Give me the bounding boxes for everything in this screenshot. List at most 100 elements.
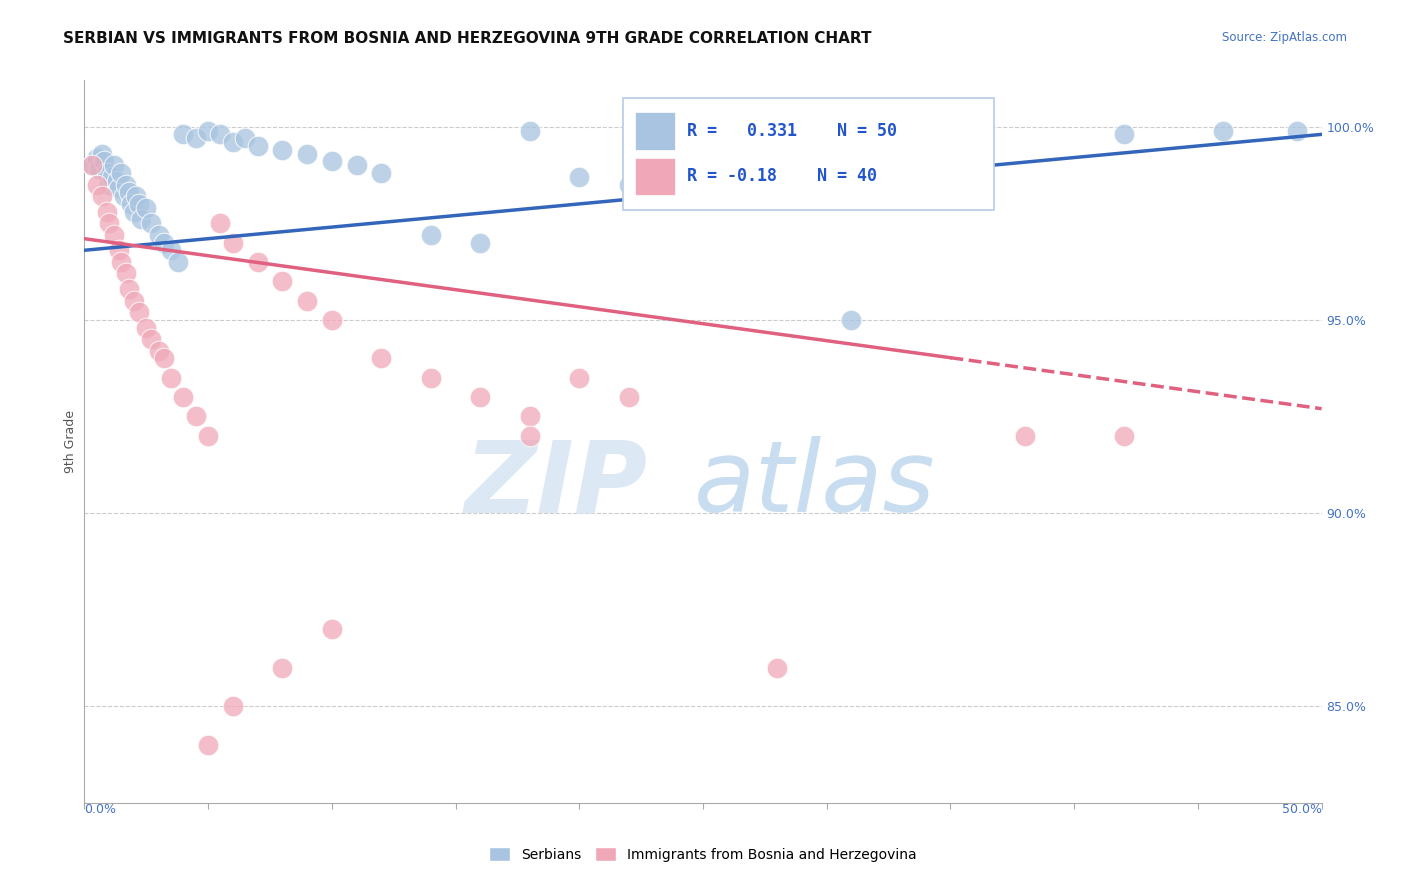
Point bbox=[197, 123, 219, 137]
Point bbox=[209, 216, 232, 230]
Point bbox=[692, 128, 714, 142]
Point bbox=[86, 151, 108, 165]
Text: R = -0.18    N = 40: R = -0.18 N = 40 bbox=[688, 168, 877, 186]
Point bbox=[80, 158, 103, 172]
Point bbox=[141, 332, 163, 346]
Point bbox=[271, 143, 294, 157]
Point bbox=[128, 305, 150, 319]
Point bbox=[148, 227, 170, 242]
Point bbox=[841, 313, 863, 327]
FancyBboxPatch shape bbox=[623, 98, 994, 211]
Point bbox=[346, 158, 368, 172]
Legend: Serbians, Immigrants from Bosnia and Herzegovina: Serbians, Immigrants from Bosnia and Her… bbox=[484, 841, 922, 867]
Point bbox=[233, 131, 256, 145]
Point bbox=[295, 293, 318, 308]
Point bbox=[115, 178, 138, 192]
Point bbox=[246, 139, 269, 153]
Point bbox=[1212, 123, 1234, 137]
Point bbox=[108, 181, 131, 195]
Point bbox=[152, 235, 174, 250]
Point bbox=[110, 255, 132, 269]
Point bbox=[568, 169, 591, 184]
FancyBboxPatch shape bbox=[636, 112, 675, 150]
Point bbox=[110, 166, 132, 180]
Point bbox=[129, 212, 152, 227]
Point bbox=[122, 293, 145, 308]
Point bbox=[115, 267, 138, 281]
Point bbox=[1112, 128, 1135, 142]
Point bbox=[160, 371, 183, 385]
Point bbox=[152, 351, 174, 366]
Point bbox=[128, 197, 150, 211]
Point bbox=[100, 169, 122, 184]
Point bbox=[93, 154, 115, 169]
Text: 50.0%: 50.0% bbox=[1282, 803, 1322, 816]
Point bbox=[271, 660, 294, 674]
Point bbox=[184, 131, 207, 145]
Point bbox=[96, 166, 118, 180]
Point bbox=[122, 204, 145, 219]
Point bbox=[120, 197, 142, 211]
Point bbox=[939, 158, 962, 172]
Point bbox=[519, 123, 541, 137]
Point bbox=[90, 146, 112, 161]
FancyBboxPatch shape bbox=[636, 158, 675, 195]
Point bbox=[118, 186, 141, 200]
Text: SERBIAN VS IMMIGRANTS FROM BOSNIA AND HERZEGOVINA 9TH GRADE CORRELATION CHART: SERBIAN VS IMMIGRANTS FROM BOSNIA AND HE… bbox=[63, 31, 872, 46]
Point bbox=[419, 371, 441, 385]
Point bbox=[419, 227, 441, 242]
Point bbox=[470, 390, 492, 404]
Point bbox=[470, 235, 492, 250]
Point bbox=[118, 282, 141, 296]
Point bbox=[766, 660, 789, 674]
Point bbox=[160, 244, 183, 258]
Point bbox=[617, 178, 640, 192]
Point bbox=[568, 371, 591, 385]
Point bbox=[321, 622, 343, 636]
Point bbox=[1014, 429, 1036, 443]
Point bbox=[172, 390, 194, 404]
Point bbox=[98, 178, 121, 192]
Point bbox=[141, 216, 163, 230]
Point bbox=[271, 274, 294, 288]
Point bbox=[197, 738, 219, 752]
Point bbox=[148, 343, 170, 358]
Point bbox=[172, 128, 194, 142]
Point bbox=[135, 320, 157, 334]
Text: R =   0.331    N = 50: R = 0.331 N = 50 bbox=[688, 122, 897, 140]
Point bbox=[766, 123, 789, 137]
Point bbox=[90, 189, 112, 203]
Point bbox=[167, 255, 190, 269]
Point bbox=[222, 235, 245, 250]
Point bbox=[125, 189, 148, 203]
Point bbox=[1285, 123, 1308, 137]
Text: 0.0%: 0.0% bbox=[84, 803, 117, 816]
Y-axis label: 9th Grade: 9th Grade bbox=[65, 410, 77, 473]
Text: Source: ZipAtlas.com: Source: ZipAtlas.com bbox=[1222, 31, 1347, 45]
Point bbox=[519, 409, 541, 424]
Point bbox=[321, 154, 343, 169]
Point bbox=[184, 409, 207, 424]
Point bbox=[209, 128, 232, 142]
Point bbox=[86, 178, 108, 192]
Point bbox=[222, 135, 245, 149]
Point bbox=[96, 204, 118, 219]
Point bbox=[222, 699, 245, 714]
Point bbox=[617, 390, 640, 404]
Point bbox=[519, 429, 541, 443]
Point bbox=[105, 174, 128, 188]
Point bbox=[135, 201, 157, 215]
Text: ZIP: ZIP bbox=[464, 436, 647, 533]
Point bbox=[246, 255, 269, 269]
Point bbox=[103, 227, 125, 242]
Point bbox=[321, 313, 343, 327]
Point bbox=[295, 146, 318, 161]
Point bbox=[112, 189, 135, 203]
Text: atlas: atlas bbox=[693, 436, 935, 533]
Point bbox=[197, 429, 219, 443]
Point bbox=[1112, 429, 1135, 443]
Point bbox=[89, 162, 111, 177]
Point bbox=[370, 166, 392, 180]
Point bbox=[103, 158, 125, 172]
Point bbox=[370, 351, 392, 366]
